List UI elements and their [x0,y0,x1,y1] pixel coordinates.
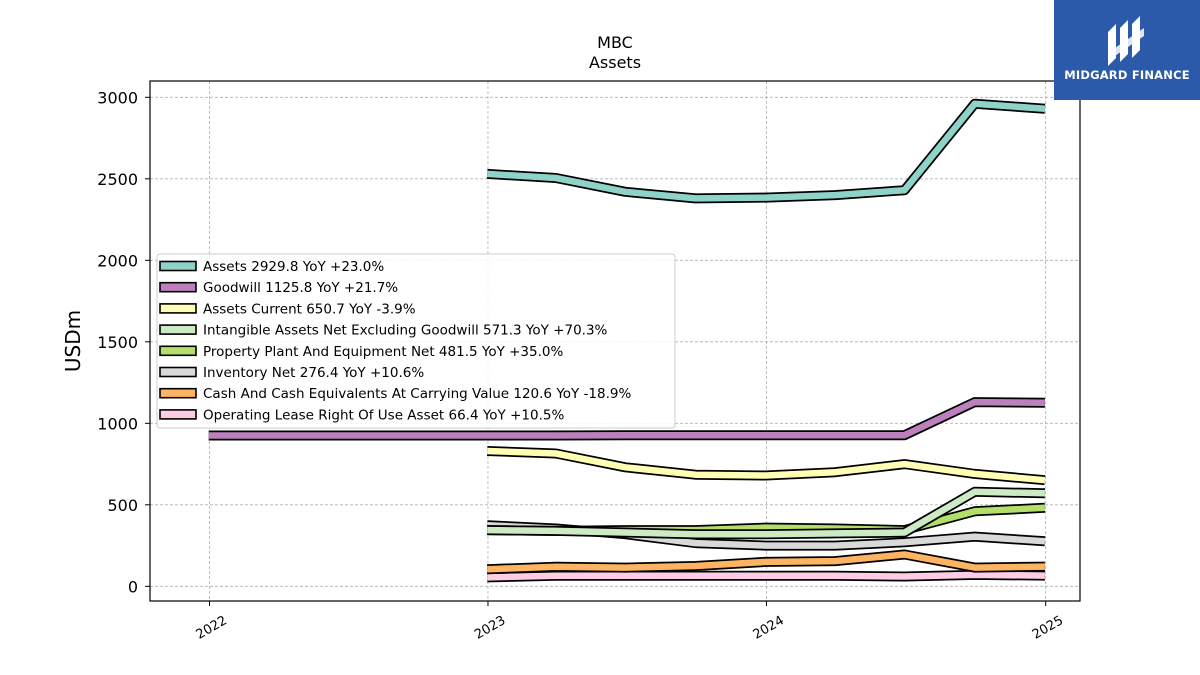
series-line [487,549,1045,575]
chart-subtitle: Assets [589,53,641,72]
legend-box [156,253,676,429]
legend-entry: Assets 2929.8 YoY +23.0% [203,259,384,275]
legend-swatch [159,324,197,335]
series-line [487,446,1046,486]
y-tick-label: 2500 [97,170,138,189]
logo: MIDGARD FINANCE [1054,0,1200,100]
legend: Assets 2929.8 YoY +23.0% Goodwill 1125.8 … [156,253,676,429]
legend-entry: Assets Current 650.7 YoY -3.9% [203,301,416,317]
legend-swatch [159,281,197,293]
y-tick-label: 500 [107,496,138,515]
legend-entry: Operating Lease Right Of Use Asset 66.4 … [203,407,564,423]
y-tick-label: 1500 [97,333,138,352]
series-line [208,397,1045,441]
legend-swatch [159,345,197,357]
x-axis: 2022 2023 2024 2025 [194,601,1066,643]
plot-frame [149,80,1081,602]
series-lines [208,98,1046,583]
x-tick-label: 2022 [194,613,230,643]
logo-text: MIDGARD FINANCE [1064,68,1190,82]
x-tick-label: 2025 [1030,613,1066,643]
legend-entry: Inventory Net 276.4 YoY +10.6% [203,365,424,381]
legend-swatch [159,366,197,378]
y-tick-label: 1000 [97,414,138,433]
y-tick-label: 3000 [97,88,138,107]
legend-swatch [159,387,197,399]
y-axis-label: USDm [61,310,85,372]
midgard-logo-icon [1108,16,1144,66]
series-line [486,98,1046,204]
legend-entry: Goodwill 1125.8 YoY +21.7% [203,280,398,296]
legend-entry: Property Plant And Equipment Net 481.5 Y… [203,344,563,360]
chart-title: MBC [597,33,633,52]
legend-swatch [159,260,197,272]
y-tick-label: 2000 [97,251,138,270]
legend-entry: Intangible Assets Net Excluding Goodwill… [203,323,608,339]
series-line [487,569,1045,583]
legend-swatch [159,409,197,420]
x-tick-label: 2023 [472,613,508,643]
series-line [487,486,1046,540]
legend-swatch [159,303,197,314]
legend-entry: Cash And Cash Equivalents At Carrying Va… [203,386,631,402]
x-tick-label: 2024 [751,613,787,643]
y-axis: 0 500 1000 1500 2000 2500 3000 [97,88,150,596]
y-tick-label: 0 [128,577,138,596]
